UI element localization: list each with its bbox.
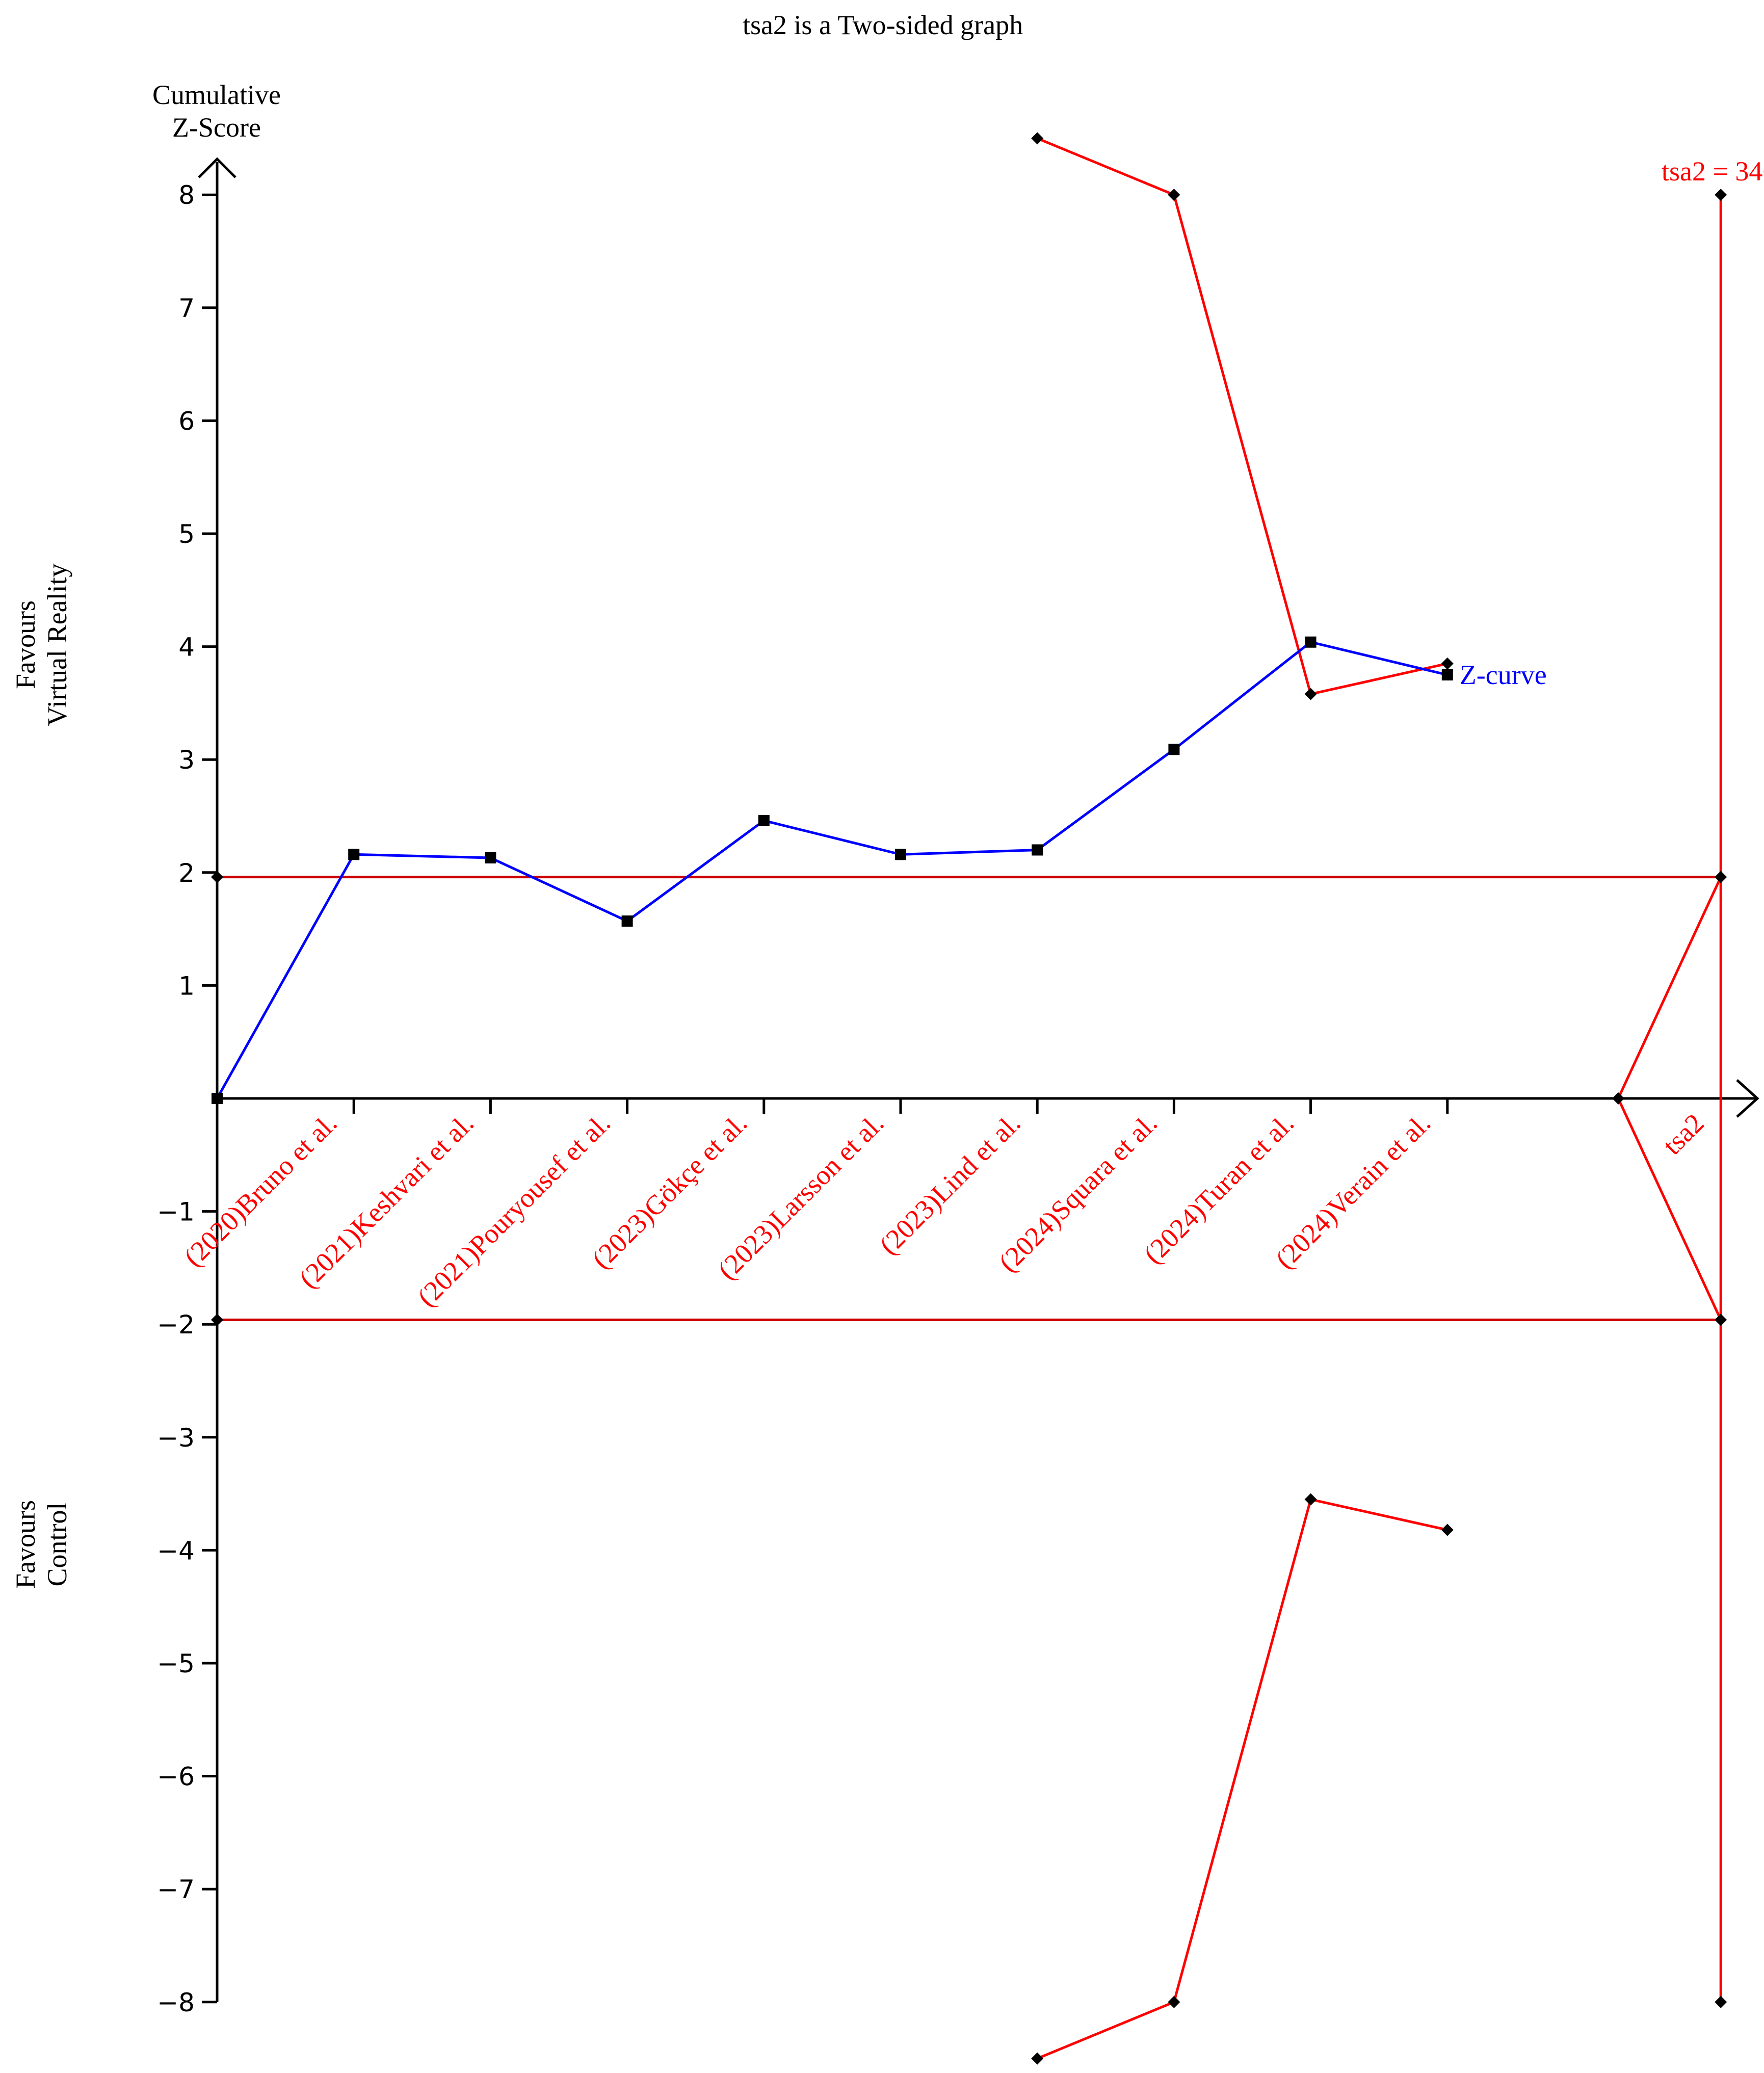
y-tick-label: 3 — [178, 745, 195, 775]
y-tick-label: 7 — [178, 294, 195, 323]
lower-boundary-marker — [1031, 2052, 1044, 2065]
z-curve-line — [216, 640, 1448, 1099]
ris-bottom-marker — [1715, 1996, 1727, 2008]
upper-boundary-marker — [1441, 657, 1454, 670]
lower-boundary-marker — [1304, 1493, 1317, 1506]
y-tick-label: 4 — [178, 633, 195, 662]
upper-boundary-marker — [1031, 132, 1044, 145]
ris-label: tsa2 = 3465 — [1662, 156, 1764, 187]
z-curve-point — [212, 1093, 223, 1104]
y-tick-label: −5 — [157, 1649, 195, 1678]
z-curve-point — [1032, 844, 1043, 856]
y-tick-label: −8 — [157, 1988, 195, 2017]
y-tick-label: −4 — [157, 1536, 195, 1565]
favours-lower-line2: Control — [42, 1502, 72, 1586]
z-curve-point — [895, 849, 906, 860]
favours-upper-line2: Virtual Reality — [42, 563, 72, 726]
y-tick-label: −2 — [157, 1310, 195, 1340]
futility-wedge-lower-marker — [1715, 1314, 1727, 1326]
z-curve-point — [1305, 636, 1317, 648]
x-category-label: tsa2 — [1657, 1108, 1710, 1161]
chart-title: tsa2 is a Two-sided graph — [743, 10, 1023, 40]
y-tick-label: 1 — [178, 971, 195, 1001]
y-tick-label: 5 — [178, 519, 195, 549]
favours-upper-label: Favours Virtual Reality — [10, 563, 72, 726]
upper-boundary-marker — [1168, 189, 1180, 201]
y-tick-label: 2 — [178, 858, 195, 888]
y-axis-label-line1: Cumulative — [152, 80, 281, 110]
upper-monitoring-boundary — [1037, 137, 1448, 696]
lower-boundary-marker — [1441, 1524, 1454, 1536]
z-curve-point — [348, 849, 360, 860]
lower-boundary-marker — [1168, 1996, 1180, 2008]
futility-wedge-apex-marker — [1612, 1092, 1625, 1105]
z-curve-point — [758, 815, 770, 826]
z-curve-point — [1441, 669, 1453, 680]
y-tick-label: 8 — [178, 180, 195, 210]
z-curve-point — [485, 852, 496, 863]
lower-monitoring-boundary — [1037, 1498, 1448, 2060]
favours-lower-label: Favours Control — [10, 1500, 72, 1589]
y-tick-label: −3 — [157, 1423, 195, 1453]
x-axis-arrow — [1736, 1079, 1759, 1118]
favours-lower-line1: Favours — [10, 1500, 41, 1589]
favours-upper-line1: Favours — [10, 600, 41, 689]
futility-wedge-upper-marker — [1715, 871, 1727, 883]
z-curve-point — [621, 915, 633, 927]
y-axis-arrow — [198, 157, 236, 178]
y-axis-label-line2: Z-Score — [172, 112, 261, 143]
z-curve-point — [1168, 744, 1180, 755]
y-tick-label: −6 — [157, 1762, 195, 1792]
z-curve-label: Z-curve — [1460, 660, 1547, 690]
y-tick-label: −1 — [157, 1197, 195, 1227]
y-tick-label: −7 — [157, 1875, 195, 1904]
upper-boundary-marker — [1304, 688, 1317, 700]
x-category-label: (2024)Turan et al. — [1138, 1108, 1300, 1270]
y-tick-label: 6 — [178, 406, 195, 436]
x-category-label: (2023)Lind et al. — [874, 1108, 1026, 1261]
ris-top-marker — [1715, 189, 1727, 201]
